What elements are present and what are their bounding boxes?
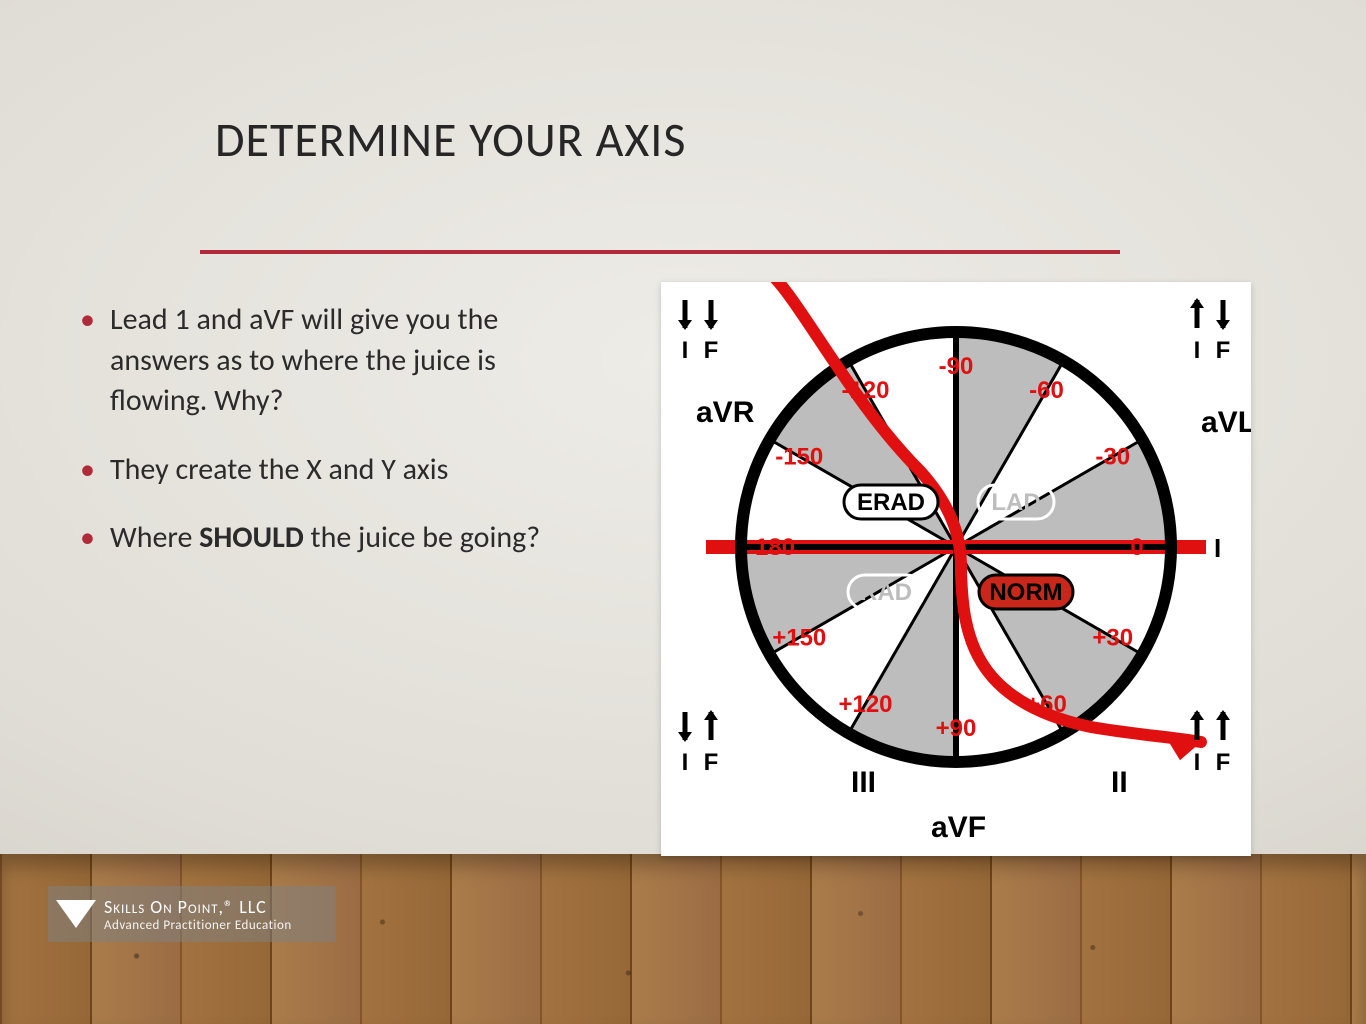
svg-text:+150: +150 [772, 625, 826, 652]
bullet-list: Lead 1 and aVF will give you the answers… [80, 300, 580, 587]
svg-text:LAD: LAD [991, 489, 1040, 516]
bullet-3-post: the juice be going? [304, 519, 540, 556]
svg-text:-30: -30 [1095, 444, 1130, 471]
svg-text:0: 0 [1130, 534, 1143, 561]
bullet-1-text: Lead 1 and aVF will give you the answers… [110, 301, 498, 419]
svg-text:+120: +120 [838, 691, 892, 718]
svg-text:-60: -60 [1029, 377, 1064, 404]
svg-text:-150: -150 [775, 444, 823, 471]
svg-text:I: I [1214, 533, 1221, 563]
title-underline [200, 250, 1120, 254]
svg-text:+30: +30 [1092, 625, 1133, 652]
svg-text:II: II [1111, 766, 1128, 799]
svg-text:III: III [851, 766, 876, 799]
footer-text: Skills On Point,® LLC Advanced Practitio… [104, 896, 292, 933]
slide: DETERMINE YOUR AXIS Lead 1 and aVF will … [0, 0, 1366, 1024]
svg-text:NORM: NORM [989, 579, 1062, 606]
bullet-3-bold: SHOULD [199, 519, 304, 556]
footer-line2: Advanced Practitioner Education [104, 918, 292, 933]
svg-text:180: 180 [755, 534, 795, 561]
slide-title: DETERMINE YOUR AXIS [215, 110, 686, 169]
svg-text:F: F [704, 749, 719, 776]
svg-text:I: I [682, 337, 689, 364]
svg-text:F: F [1216, 749, 1231, 776]
svg-text:I: I [682, 749, 689, 776]
bullet-1: Lead 1 and aVF will give you the answers… [80, 300, 580, 422]
logo-triangle-icon [56, 900, 96, 928]
svg-text:aVR: aVR [696, 396, 755, 429]
bullet-3-pre: Where [110, 519, 199, 556]
svg-text:F: F [704, 337, 719, 364]
svg-text:-90: -90 [939, 353, 974, 380]
footer-line1: Skills On Point,® LLC [104, 896, 292, 918]
svg-text:aVF: aVF [931, 811, 986, 844]
svg-text:I: I [1194, 749, 1201, 776]
svg-text:I: I [1194, 337, 1201, 364]
footer-badge: Skills On Point,® LLC Advanced Practitio… [48, 886, 336, 942]
svg-text:RAD: RAD [860, 579, 912, 606]
bullet-2: They create the X and Y axis [80, 450, 580, 491]
svg-text:F: F [1216, 337, 1231, 364]
svg-text:+90: +90 [936, 715, 977, 742]
svg-text:ERAD: ERAD [857, 489, 925, 516]
bullet-3: Where SHOULD the juice be going? [80, 518, 580, 559]
bullet-2-text: They create the X and Y axis [110, 451, 448, 488]
svg-text:aVL: aVL [1201, 406, 1251, 439]
axis-diagram: -150-120-90-60-300+30+60+90+120+150180ER… [661, 282, 1251, 856]
